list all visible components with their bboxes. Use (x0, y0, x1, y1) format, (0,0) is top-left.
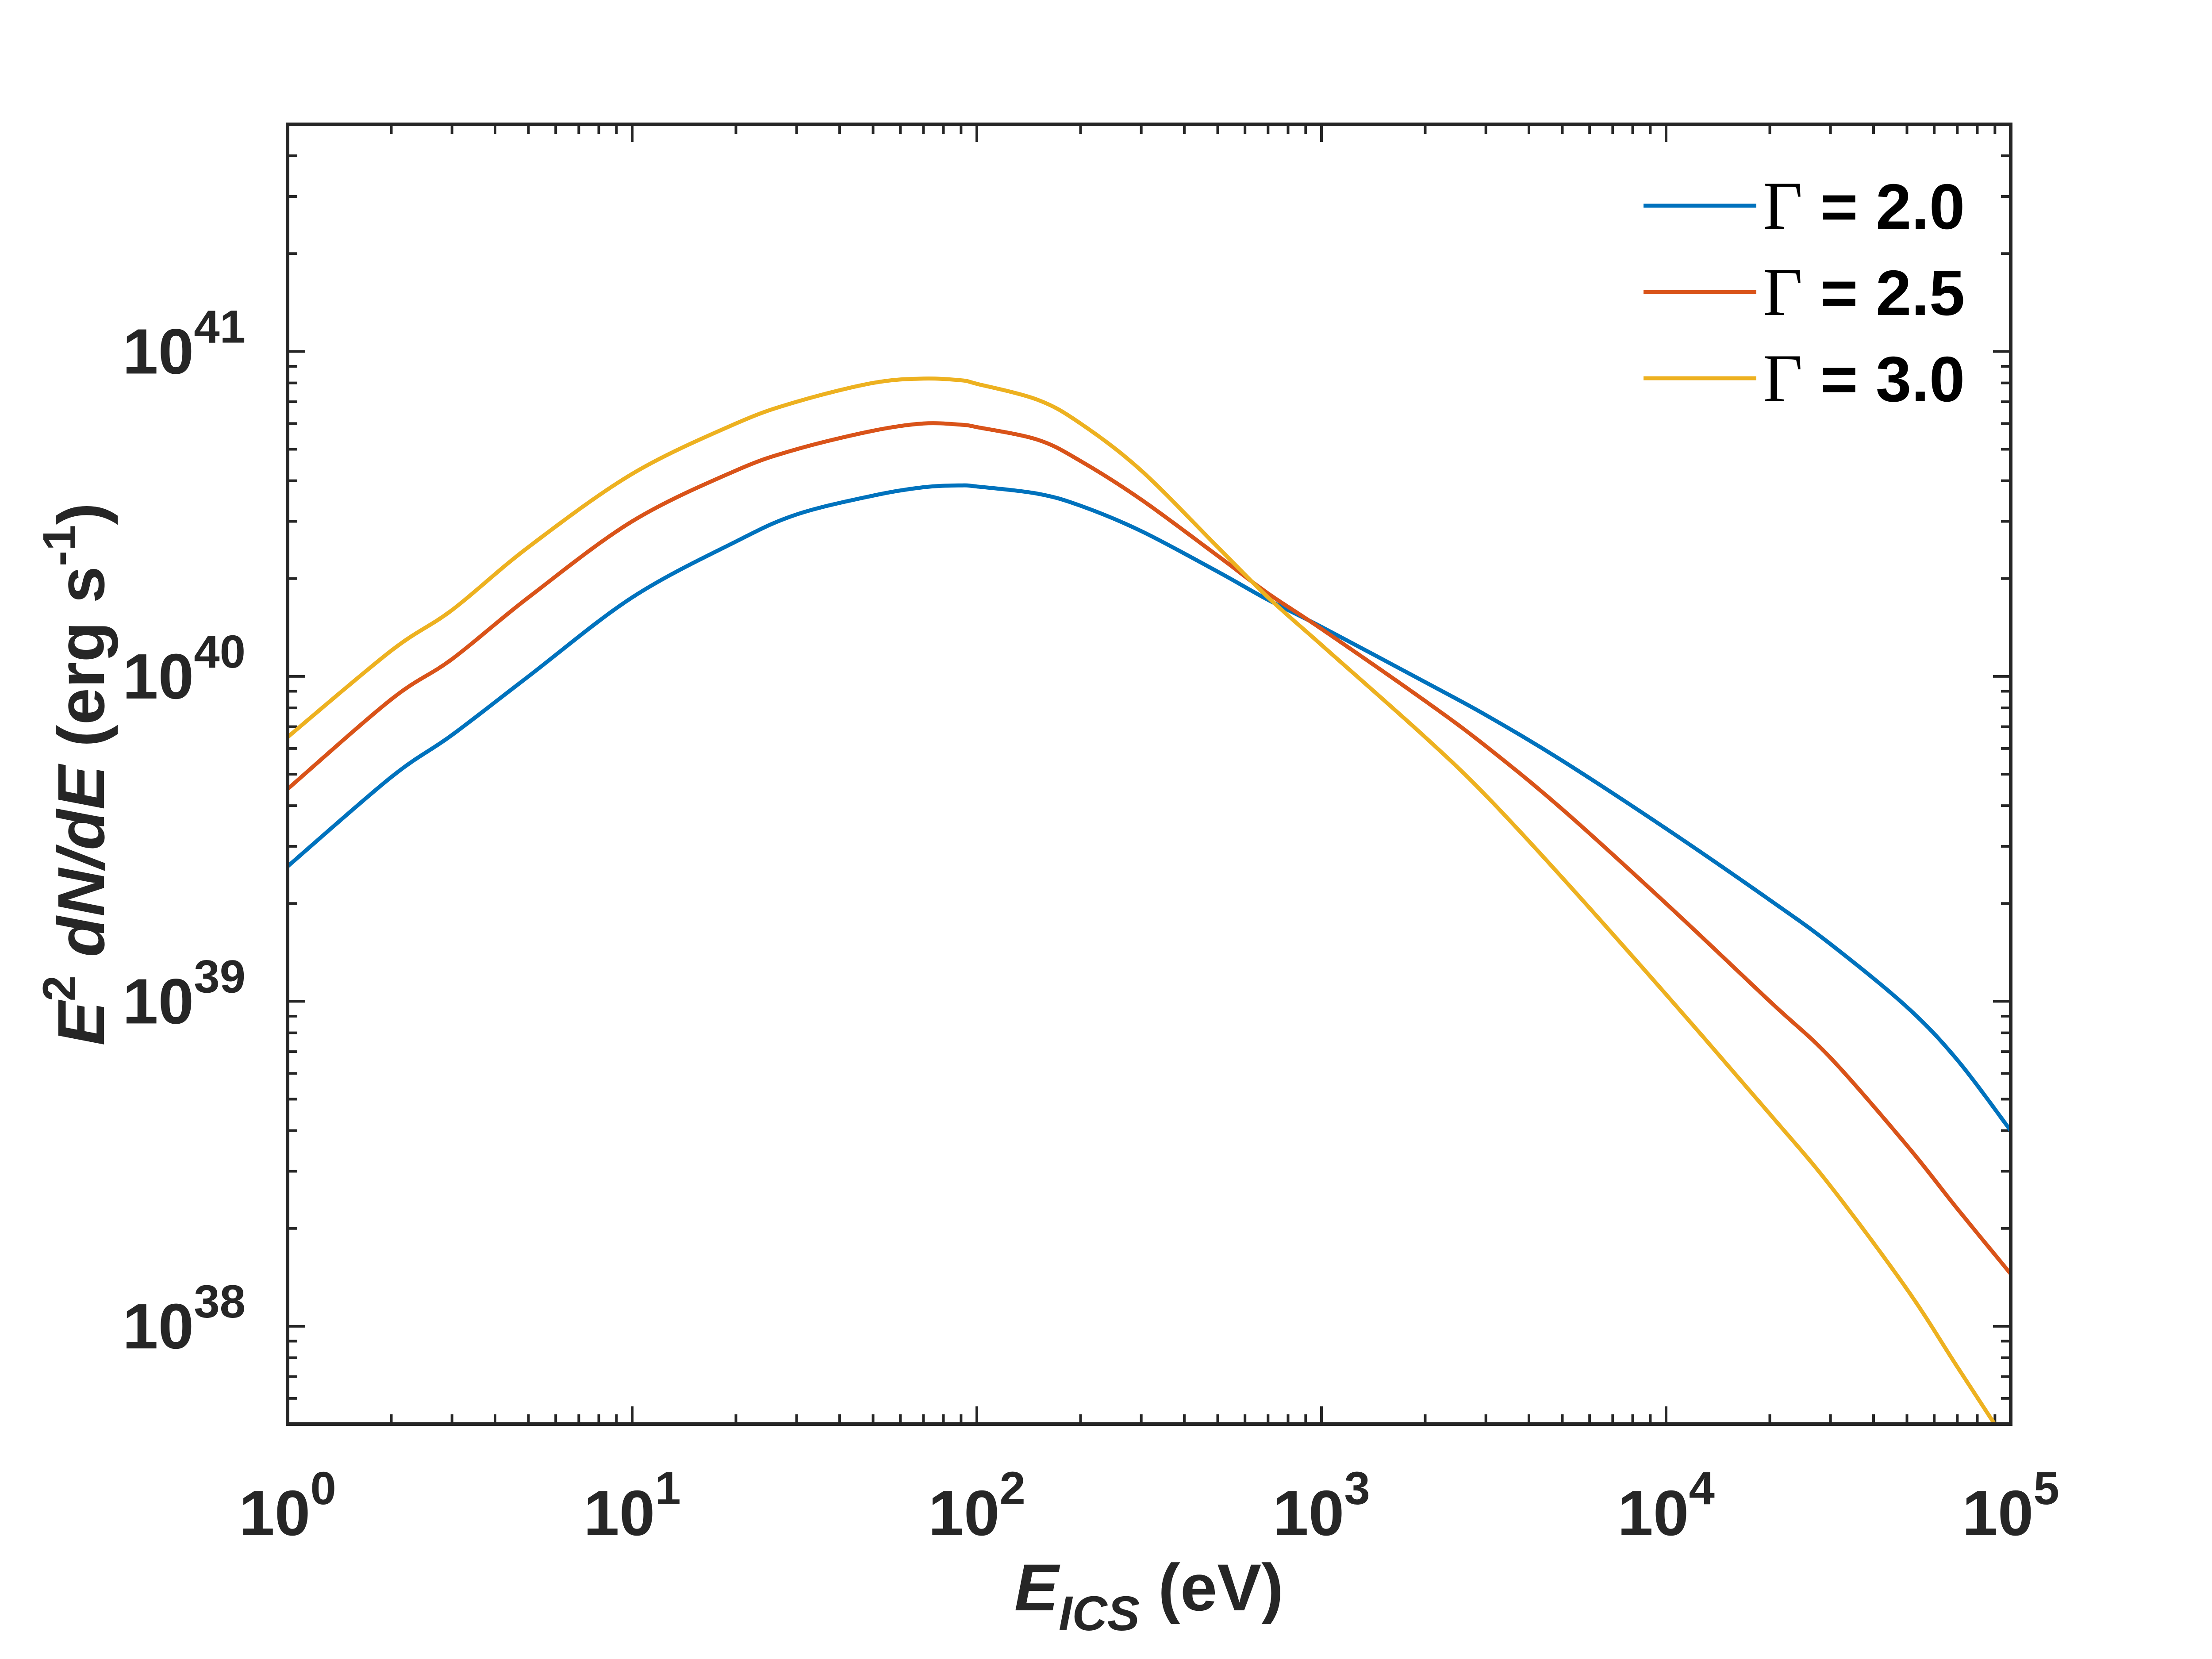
x-tick-label: 105 (1962, 1463, 2059, 1549)
y-tick-label: 1041 (123, 301, 246, 387)
series-lines (288, 376, 2011, 1424)
series-line-2 (288, 421, 2011, 1275)
y-tick-label: 1038 (123, 1276, 246, 1362)
x-tick-label: 103 (1273, 1463, 1370, 1549)
legend-label-2: Γ = 2.5 (1763, 254, 1965, 330)
series-line-3 (288, 376, 1997, 1424)
y-tick-label: 1040 (123, 626, 246, 712)
y-axis-title: E2 dN/dE (erg s-1) (34, 503, 118, 1046)
x-tick-label: 104 (1617, 1463, 1715, 1549)
x-tick-label: 101 (584, 1463, 681, 1549)
plot-frame (286, 123, 2012, 1426)
x-tick-label: 102 (928, 1463, 1025, 1549)
legend-label-3: Γ = 3.0 (1763, 340, 1965, 416)
y-tick-label: 1039 (123, 951, 246, 1037)
x-tick-label: 100 (239, 1463, 336, 1549)
legend-label-1: Γ = 2.0 (1763, 168, 1965, 244)
y-tick-labels: 1038 1039 1040 1041 (123, 301, 246, 1362)
x-axis-title: EICS (eV) (1014, 1550, 1284, 1641)
legend: Γ = 2.0 Γ = 2.5 Γ = 3.0 (1644, 168, 1965, 416)
series-line-1 (288, 483, 2011, 1132)
x-tick-labels: 100 101 102 103 104 105 (239, 1463, 2059, 1549)
